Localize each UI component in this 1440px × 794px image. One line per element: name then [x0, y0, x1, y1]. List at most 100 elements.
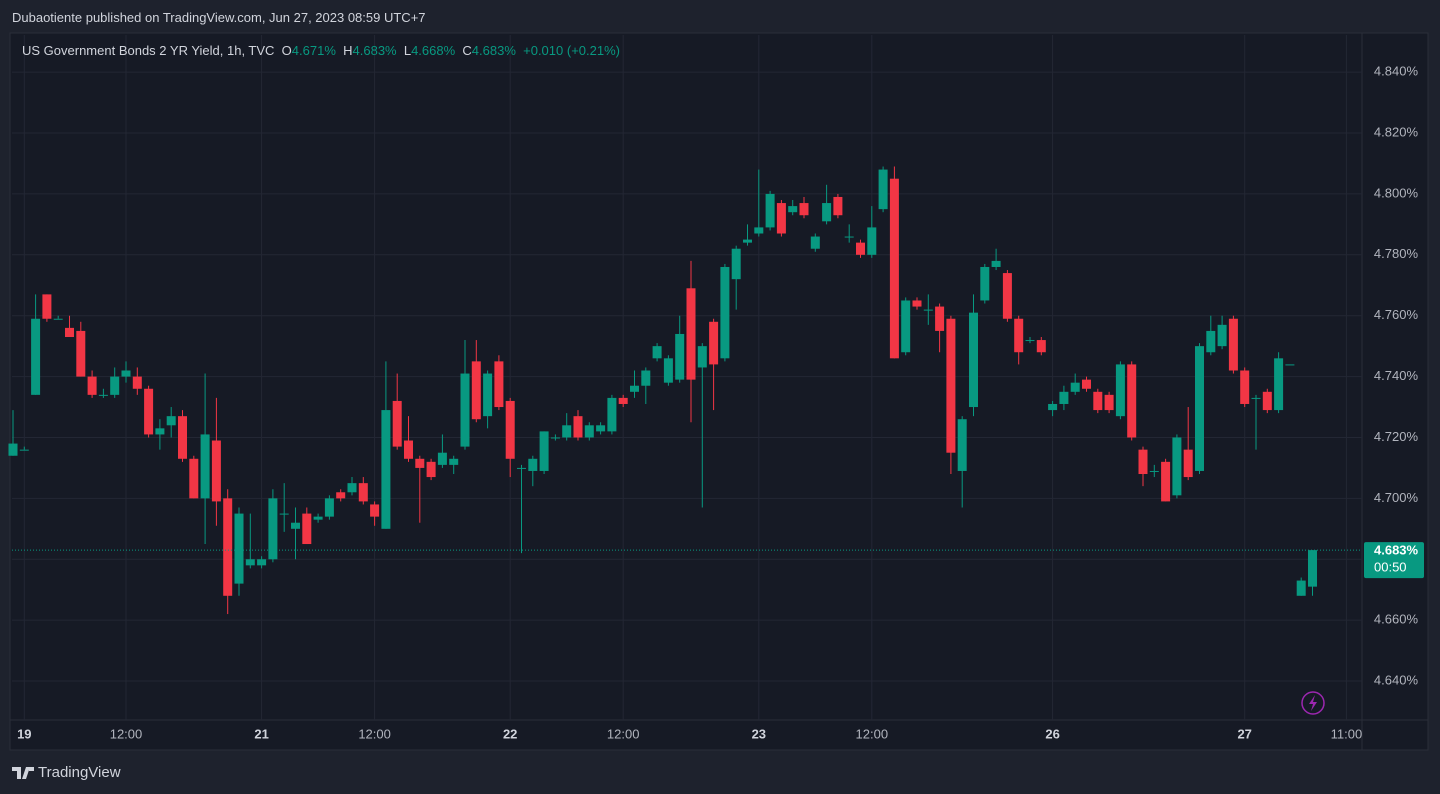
last-price-label: 4.683%: [1374, 543, 1419, 558]
candle-body: [313, 516, 323, 520]
candle-body: [76, 330, 86, 377]
y-tick-label: 4.640%: [1374, 672, 1419, 687]
candle-body: [178, 416, 187, 459]
brand-logo: [12, 766, 34, 779]
candle-body: [189, 458, 199, 499]
candle-body: [460, 373, 470, 447]
x-tick-label: 19: [17, 726, 31, 741]
candle-body: [234, 513, 244, 584]
x-tick-label: 27: [1237, 726, 1251, 741]
candle-body: [392, 400, 402, 447]
candle-body: [98, 394, 108, 396]
candle-body: [980, 266, 990, 301]
candle-body: [223, 498, 233, 596]
candle-body: [1308, 550, 1317, 587]
candle-body: [1002, 273, 1012, 319]
candle-body: [336, 492, 346, 499]
candle-body: [1070, 382, 1080, 392]
axis: 4.640%4.660%4.680%4.700%4.720%4.740%4.76…: [17, 64, 1424, 741]
candle-body: [697, 346, 707, 368]
candle-body: [596, 425, 606, 432]
candle-body: [957, 419, 967, 471]
candle-body: [1138, 449, 1148, 475]
candle-body: [856, 242, 865, 255]
x-tick-label: 12:00: [110, 726, 143, 741]
candle-body: [686, 288, 696, 380]
candle-body: [291, 522, 300, 529]
candle-body: [946, 318, 956, 453]
candle-body: [550, 437, 560, 439]
candle-body: [200, 434, 210, 499]
x-tick-label: 26: [1045, 726, 1059, 741]
candle-body: [1251, 397, 1261, 399]
candle-body: [494, 361, 504, 408]
candle-body: [776, 203, 786, 234]
close-key: C: [462, 43, 472, 58]
candle-body: [641, 370, 651, 386]
candle-body: [1025, 340, 1035, 342]
candle-body: [166, 416, 176, 426]
lightning-icon[interactable]: [1301, 691, 1325, 715]
candle-body: [155, 428, 165, 435]
candle-body: [1149, 470, 1159, 472]
brand: TradingView: [38, 764, 121, 781]
candle-body: [1262, 391, 1272, 411]
candle-body: [257, 559, 267, 566]
last-price-box: [1364, 542, 1424, 579]
candle-body: [867, 227, 877, 255]
candle-body: [663, 358, 673, 383]
y-tick-label: 4.740%: [1374, 368, 1419, 383]
candle-body: [799, 203, 809, 216]
x-tick-label: 12:00: [856, 726, 889, 741]
candle-body: [630, 385, 639, 392]
x-tick-label: 11:00: [1331, 726, 1363, 741]
x-tick-label: 12:00: [607, 726, 640, 741]
candle-body: [381, 410, 391, 529]
close-value: 4.683%: [471, 43, 516, 58]
open-value: 4.671%: [291, 43, 336, 58]
candle-body: [370, 504, 380, 517]
candle-body: [923, 309, 933, 311]
candle-body: [1048, 403, 1058, 411]
countdown: 00:50: [1374, 560, 1407, 575]
candle-body: [731, 248, 741, 280]
candle-body: [268, 498, 278, 560]
y-tick-label: 4.780%: [1374, 246, 1419, 261]
candle-body: [358, 483, 368, 502]
candle-body: [1115, 364, 1125, 417]
x-tick-label: 23: [752, 726, 766, 741]
candle-body: [562, 425, 572, 438]
candle-body: [1172, 437, 1182, 496]
candle-body: [279, 513, 289, 515]
open-key: O: [281, 43, 292, 58]
candle-body: [144, 388, 154, 435]
candle-body: [822, 203, 832, 222]
publisher: Dubaotiente published on TradingView.com…: [12, 10, 426, 25]
candle-body: [437, 452, 447, 465]
candle-body: [1059, 391, 1069, 404]
symbol: US Government Bonds 2 YR Yield, 1h, TVC: [22, 43, 275, 58]
candle-body: [426, 461, 436, 478]
high-key: H: [343, 43, 353, 58]
candle-body: [415, 458, 425, 468]
candle-body: [1240, 370, 1250, 404]
y-tick-label: 4.820%: [1374, 124, 1419, 139]
candle-body: [505, 400, 515, 459]
low-key: L: [403, 43, 412, 58]
candle-body: [449, 458, 459, 465]
candle-body: [1014, 318, 1024, 353]
candle-body: [1217, 324, 1227, 347]
candle-body: [53, 318, 63, 320]
candle-body: [754, 227, 764, 234]
candle-body: [1104, 394, 1114, 411]
candle-body: [132, 376, 142, 389]
candle-body: [404, 440, 413, 459]
candle-body: [935, 306, 945, 331]
candle-body: [573, 416, 583, 438]
candle-body: [1274, 358, 1284, 411]
candle-body: [528, 458, 538, 471]
candle-body: [517, 467, 526, 469]
chart-frame: [9, 32, 1429, 751]
candle-body: [110, 376, 120, 395]
